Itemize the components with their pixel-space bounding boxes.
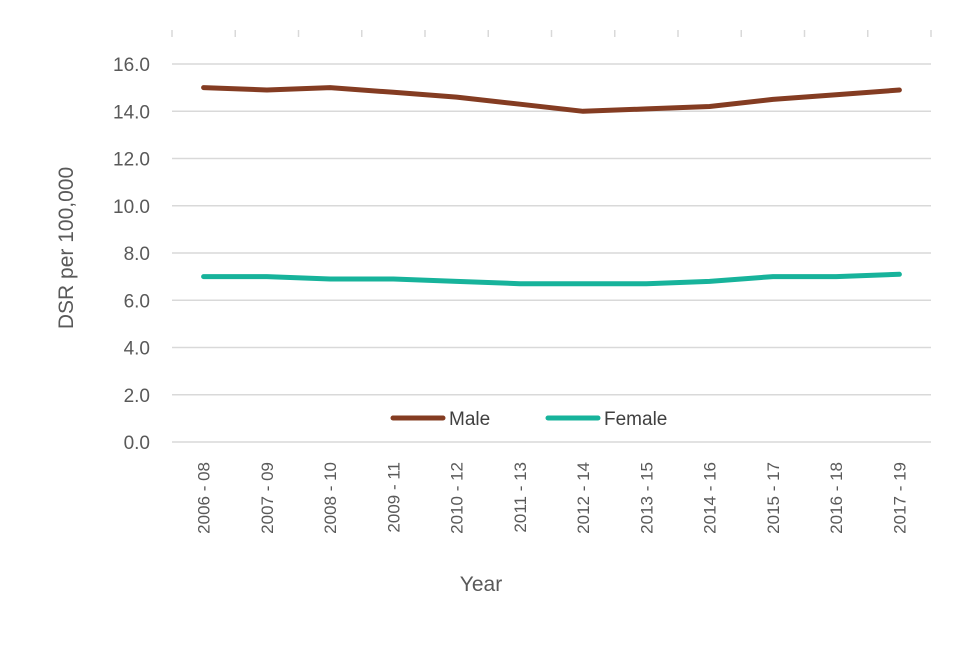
x-tick-label: 2010 - 12 bbox=[448, 462, 467, 534]
legend: Male Female bbox=[390, 409, 667, 430]
y-tick-label: 10.0 bbox=[113, 197, 150, 218]
x-tick-label: 2011 - 13 bbox=[511, 462, 530, 533]
y-tick-label: 16.0 bbox=[113, 55, 150, 76]
y-tick-label: 2.0 bbox=[124, 386, 150, 407]
x-tick-label: 2009 - 11 bbox=[384, 462, 403, 533]
y-axis-title: DSR per 100,000 bbox=[55, 167, 78, 329]
x-tick-label: 2017 - 19 bbox=[890, 462, 909, 534]
y-tick-label: 4.0 bbox=[124, 339, 150, 360]
x-tick-label: 2016 - 18 bbox=[827, 462, 846, 534]
x-tick-label: 2014 - 16 bbox=[701, 462, 720, 534]
y-tick-label: 14.0 bbox=[113, 102, 150, 123]
series-lines bbox=[201, 85, 902, 287]
x-tick-label: 2015 - 17 bbox=[764, 462, 783, 534]
x-tick-label: 2013 - 15 bbox=[637, 462, 656, 534]
x-tick-label: 2012 - 14 bbox=[574, 462, 593, 534]
y-tick-label: 8.0 bbox=[124, 244, 150, 265]
y-tick-label: 0.0 bbox=[124, 433, 150, 454]
y-tick-label: 6.0 bbox=[124, 291, 150, 312]
y-axis-ticks: 0.0 2.0 4.0 6.0 8.0 10.0 12.0 14.0 16.0 bbox=[113, 55, 150, 454]
legend-label-female: Female bbox=[604, 409, 667, 430]
x-axis-ticks: 2006 - 08 2007 - 09 2008 - 10 2009 - 11 2010… bbox=[195, 462, 910, 534]
series-line-male bbox=[201, 85, 902, 114]
x-tick-label: 2007 - 09 bbox=[258, 462, 277, 534]
series-line-female bbox=[201, 271, 902, 287]
x-axis-title: Year bbox=[460, 573, 502, 596]
x-tick-label: 2006 - 08 bbox=[195, 462, 214, 534]
gridlines bbox=[171, 30, 932, 443]
y-tick-label: 12.0 bbox=[113, 150, 150, 171]
x-tick-label: 2008 - 10 bbox=[321, 462, 340, 534]
legend-label-male: Male bbox=[449, 409, 490, 430]
